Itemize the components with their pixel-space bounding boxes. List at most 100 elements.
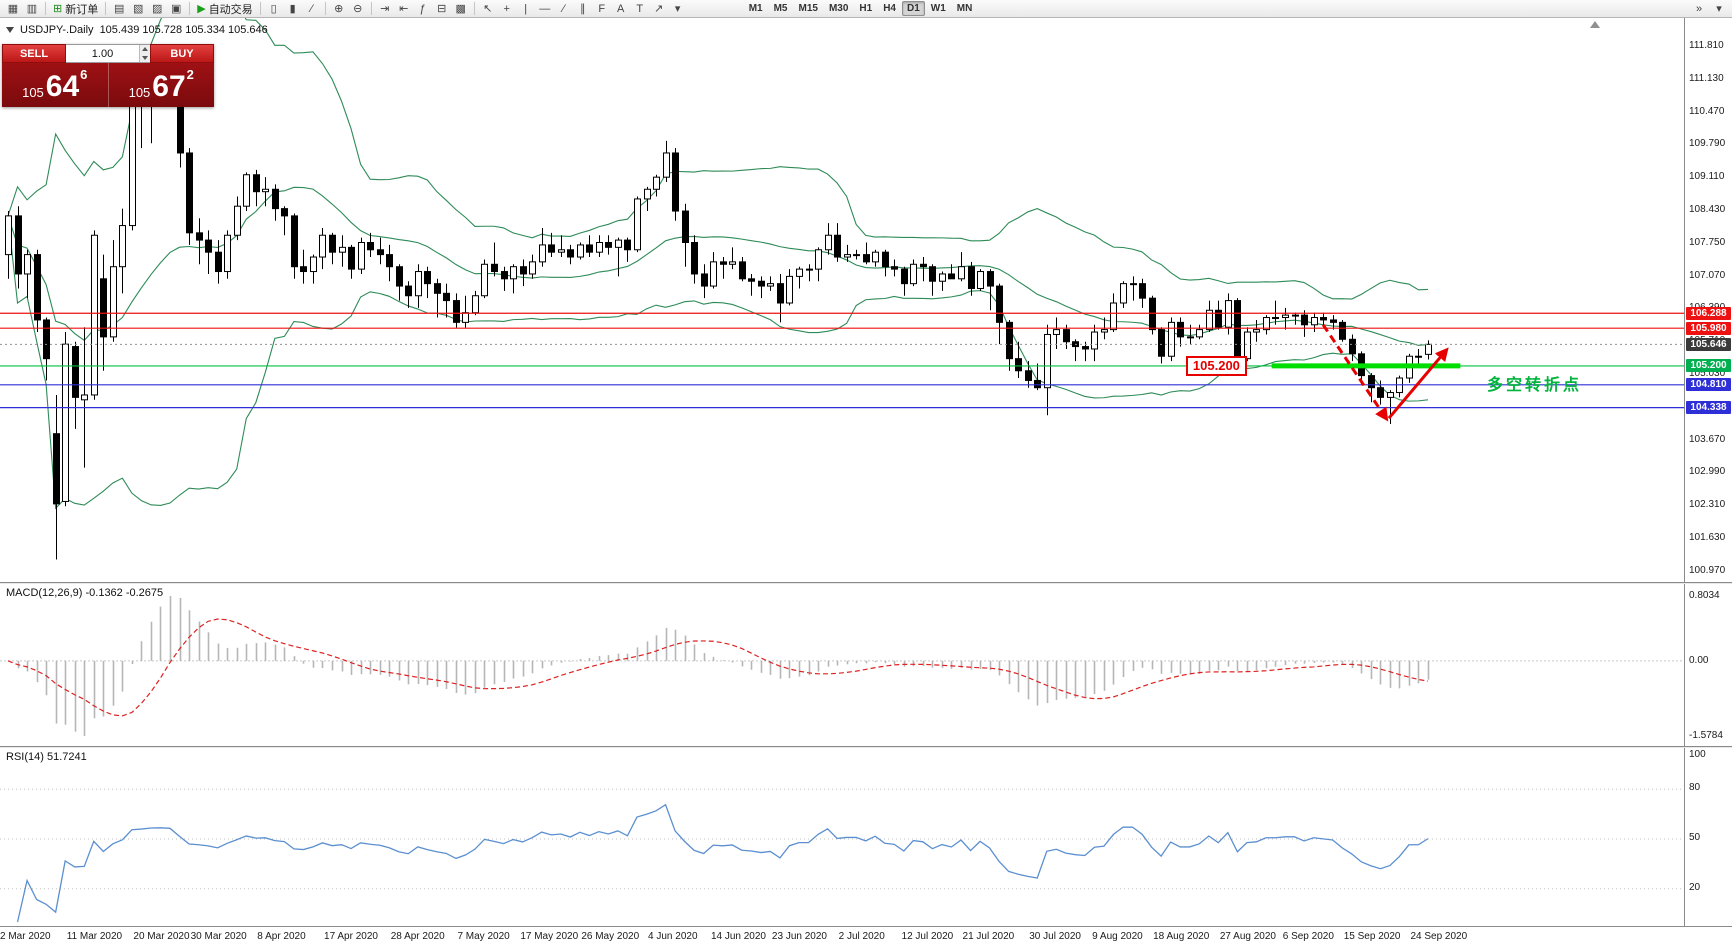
rsi-line [16, 803, 1429, 923]
new-order-icon[interactable]: ⊞ 新订单 [53, 2, 99, 16]
channel-icon[interactable]: ∥ [579, 2, 586, 15]
macd-indicator-label: MACD(12,26,9) -0.1362 -0.2675 [6, 587, 164, 599]
buy-price[interactable]: 105 67 2 [128, 67, 194, 103]
volume-decrease-icon[interactable] [140, 53, 150, 62]
date-label: 8 Apr 2020 [257, 931, 306, 942]
date-label: 9 Aug 2020 [1092, 931, 1143, 942]
candlestick-chart-icon[interactable]: ▮ [289, 2, 296, 15]
toolbar-overflow-icon[interactable]: » [1695, 2, 1703, 15]
toolbar: ▦ ▥ ⊞ 新订单 ▤ ▧ ▨ ▣ ▶ 自动交易 ▯ ▮ ∕ ⊕ ⊖ ⇥ ⇤ ƒ ⊟ ▩ ↖ + | ― ∕ ∥ F A T ↗ ▾ M1 M5… [0, 0, 1732, 18]
fibonacci-icon[interactable]: F [598, 2, 606, 15]
arrows-icon[interactable]: ↗ [654, 2, 664, 15]
chart-shift-marker[interactable] [1590, 21, 1600, 28]
turning-point-annotation[interactable]: 多空转折点 [1487, 377, 1583, 395]
bar-chart-icon[interactable]: ▯ [270, 2, 277, 15]
toolbar-collapse-icon[interactable]: ▾ [1716, 2, 1722, 15]
date-label: 23 Jun 2020 [771, 931, 827, 942]
zoom-out-icon[interactable]: ⊖ [353, 2, 363, 15]
price-tag-105.980: 105.980 [1686, 321, 1731, 335]
toolbar-separator [324, 2, 326, 15]
indicators-icon[interactable]: ƒ [419, 2, 426, 15]
date-label: 30 Jul 2020 [1029, 931, 1081, 942]
date-label: 18 Aug 2020 [1153, 931, 1210, 942]
timeframe-h1[interactable]: H1 [859, 3, 873, 14]
timeframe-h4[interactable]: H4 [883, 3, 896, 14]
timeframe-m15[interactable]: M15 [798, 3, 818, 14]
arrows-dropdown-icon[interactable]: ▾ [674, 2, 681, 15]
date-label: 17 Apr 2020 [324, 931, 378, 942]
sell-button[interactable]: SELL [2, 44, 66, 63]
macd-axis-label: 0.00 [1689, 654, 1709, 666]
price-axis-label: 105.030 [1689, 368, 1726, 379]
ohlc-values: 105.439 105.728 105.334 105.646 [99, 24, 268, 36]
price-axis-label: 107.070 [1689, 269, 1726, 281]
price-axis[interactable]: 100 80 50 20 111.810 111.130 110.470 109.790 109… [1684, 18, 1732, 926]
main-chart-layer [0, 18, 1684, 560]
bollinger-upper-band [7, 18, 1428, 300]
profiles-icon[interactable]: ▥ [26, 2, 38, 15]
terminal-icon[interactable]: ▣ [171, 2, 182, 15]
one-click-panel-toggle[interactable] [6, 27, 14, 33]
toolbar-separator [473, 2, 475, 15]
templates-icon[interactable]: ▩ [455, 2, 466, 15]
chart-shift-icon[interactable]: ⇤ [399, 2, 409, 15]
date-label: 4 Jun 2020 [648, 931, 698, 942]
date-label: 11 Mar 2020 [66, 931, 123, 942]
price-axis-label: 109.110 [1689, 171, 1725, 183]
price-tag-104.338: 104.338 [1686, 401, 1731, 415]
timeframe-w1[interactable]: W1 [930, 3, 946, 14]
auto-scroll-icon[interactable]: ⇥ [380, 2, 390, 15]
volume-input[interactable]: 1.00 [66, 44, 150, 63]
toolbar-separator [370, 2, 372, 15]
horizontal-line-icon[interactable]: ― [539, 2, 551, 15]
macd-signal-line [7, 618, 1429, 717]
data-window-icon[interactable]: ▧ [133, 2, 144, 15]
market-watch-icon[interactable]: ▤ [114, 2, 125, 15]
price-level-annotation[interactable]: 105.200 [1185, 355, 1247, 376]
price-axis-label: 100.970 [1689, 564, 1726, 576]
periods-icon[interactable]: ⊟ [437, 2, 447, 15]
date-label: 15 Sep 2020 [1343, 931, 1401, 942]
volume-stepper[interactable] [139, 45, 150, 62]
toolbar-separator [45, 2, 46, 15]
price-tag-104.810: 104.810 [1686, 378, 1731, 392]
navigator-icon[interactable]: ▨ [152, 2, 163, 15]
date-label: 24 Sep 2020 [1410, 931, 1468, 942]
chart-symbol-header: USDJPY-.Daily 105.439 105.728 105.334 10… [6, 24, 268, 36]
panel-separator[interactable] [0, 746, 1732, 748]
buy-button[interactable]: BUY [150, 44, 214, 63]
timeframe-d1[interactable]: D1 [902, 1, 925, 16]
text-icon[interactable]: A [617, 2, 625, 15]
timeframe-m1[interactable]: M1 [748, 3, 763, 14]
bollinger-lower-band [7, 215, 1429, 510]
date-label: 30 Mar 2020 [190, 931, 247, 942]
line-chart-icon[interactable]: ∕ [310, 2, 313, 15]
timeframe-mn[interactable]: MN [956, 3, 973, 14]
bollinger-middle-band [7, 186, 1429, 346]
panel-separator[interactable] [0, 582, 1732, 584]
crosshair-icon[interactable]: + [503, 2, 510, 15]
new-chart-icon[interactable]: ▦ [7, 2, 19, 15]
text-label-icon[interactable]: T [636, 2, 644, 15]
sell-price[interactable]: 105 64 6 [2, 63, 109, 107]
cursor-icon[interactable]: ↖ [483, 2, 493, 15]
symbol-period-label: USDJPY-.Daily [20, 24, 94, 36]
price-axis-label: 109.790 [1689, 138, 1726, 150]
price-axis-label: 101.630 [1689, 532, 1726, 543]
vertical-line-icon[interactable]: | [524, 2, 528, 15]
price-axis-label: 103.670 [1689, 433, 1726, 445]
price-axis-label: 111.810 [1689, 40, 1724, 51]
autotrading-icon[interactable]: ▶ 自动交易 [197, 2, 253, 16]
price-tag-105.200: 105.200 [1686, 359, 1731, 373]
date-axis[interactable]: 2 Mar 2020 11 Mar 2020 20 Mar 2020 30 Mar 2… [0, 926, 1732, 944]
volume-increase-icon[interactable] [140, 45, 150, 54]
trendline-icon[interactable]: ∕ [562, 2, 565, 15]
price-tag-106.288: 106.288 [1686, 306, 1731, 320]
date-label: 2 Mar 2020 [0, 931, 51, 942]
zoom-in-icon[interactable]: ⊕ [334, 2, 344, 15]
price-tag-105.646: 105.646 [1686, 337, 1731, 351]
timeframe-m30[interactable]: M30 [828, 3, 849, 14]
timeframe-m5[interactable]: M5 [773, 3, 788, 14]
